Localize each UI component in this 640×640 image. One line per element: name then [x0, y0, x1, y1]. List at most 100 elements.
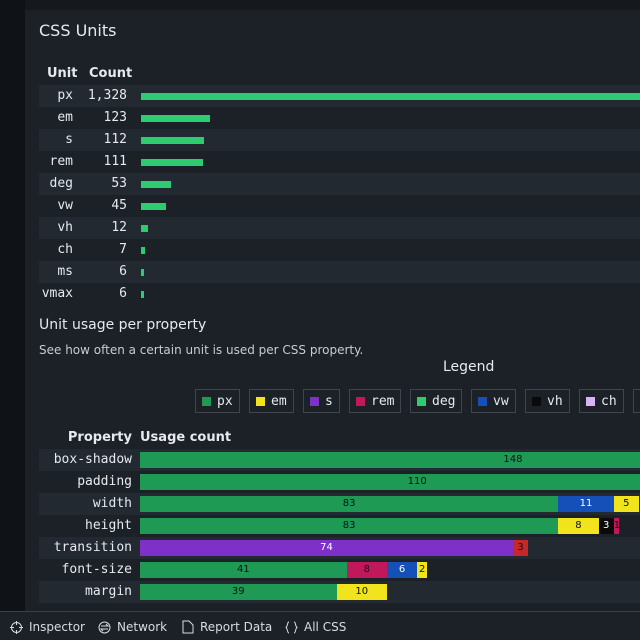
unit-name: em	[57, 110, 73, 125]
count-bar	[141, 247, 145, 254]
section-title: Unit usage per property	[39, 317, 207, 333]
row-background	[39, 129, 640, 151]
usage-segment	[140, 474, 640, 490]
segment-label: 5	[623, 498, 630, 509]
usage-segment	[140, 496, 559, 512]
section-description: See how often a certain unit is used per…	[39, 343, 364, 357]
segment-label: 2	[419, 564, 426, 575]
legend-item: ch	[579, 389, 624, 413]
legend-swatch	[256, 396, 265, 406]
unit-count: 112	[103, 132, 127, 147]
legend-swatch	[586, 396, 595, 406]
unit-name: ms	[57, 264, 73, 279]
legend-item: rem	[349, 389, 402, 413]
panel	[25, 10, 640, 640]
usage-segment	[336, 584, 387, 600]
usage-segment	[613, 496, 639, 512]
usage-segment	[140, 540, 513, 556]
segment-label: 148	[503, 454, 523, 465]
segment-label: 3	[602, 520, 610, 531]
legend-title: Legend	[443, 359, 495, 375]
tab-label: Network	[117, 620, 168, 634]
legend-label: rem	[371, 393, 395, 409]
count-bar	[141, 225, 148, 232]
usage-segment	[558, 518, 599, 534]
legend-swatch	[310, 396, 319, 406]
property-name: transition	[53, 540, 132, 555]
legend-item: px	[195, 389, 240, 413]
legend-item: s	[303, 389, 340, 413]
legend-swatch	[532, 396, 541, 406]
property-name: height	[85, 518, 132, 533]
sidebar	[0, 0, 25, 640]
unit-count: 53	[111, 176, 127, 191]
tab-report[interactable]: Report Data	[182, 620, 272, 634]
count-bar	[141, 137, 204, 144]
usage-segment	[558, 496, 614, 512]
segment-label: 74	[320, 542, 333, 553]
unit-name: vmax	[41, 286, 73, 301]
count-bar	[141, 93, 640, 100]
usage-segment	[598, 518, 614, 534]
segment-label: 11	[579, 498, 593, 509]
usage-segment	[140, 518, 559, 534]
usage-segment	[417, 562, 428, 578]
usage-segment	[140, 584, 337, 600]
unit-name: s	[65, 132, 73, 147]
count-bar	[141, 203, 167, 210]
legend-label: em	[271, 393, 287, 409]
unit-name: px	[57, 88, 73, 103]
count-bar	[141, 115, 211, 122]
legend-swatch	[202, 396, 211, 406]
unit-count: 1,328	[87, 88, 127, 103]
toolbar: Inspector Network Report Data All CSS	[0, 611, 640, 640]
column-header: Usage count	[140, 430, 232, 445]
usage-segment	[140, 452, 640, 468]
usage-segment	[346, 562, 387, 578]
legend-label: s	[325, 393, 333, 409]
legend-label: vw	[493, 393, 509, 409]
unit-count: 6	[119, 264, 127, 279]
tab-inspector[interactable]: Inspector	[10, 620, 85, 634]
tab-label: Inspector	[29, 620, 85, 634]
segment-label: 83	[342, 498, 356, 509]
property-name: margin	[85, 584, 132, 599]
count-bar	[141, 269, 145, 276]
tab-label: Report Data	[200, 620, 273, 634]
segment-label: 41	[236, 564, 250, 575]
segment-label: 10	[355, 586, 369, 597]
unit-name: rem	[49, 154, 73, 169]
unit-name: ch	[57, 242, 73, 257]
count-bar	[141, 159, 204, 166]
tab-network[interactable]: Network	[98, 620, 167, 634]
column-header: Count	[89, 66, 133, 81]
segment-label: 8	[363, 564, 370, 575]
legend-item: vh	[525, 389, 570, 413]
unit-count: 45	[111, 198, 127, 213]
count-bar	[141, 181, 171, 188]
column-header: Unit	[47, 66, 78, 81]
segment-label: 110	[407, 476, 427, 487]
legend-label: deg	[432, 393, 456, 409]
segment-label: 8	[575, 520, 582, 531]
legend-item: ms	[633, 389, 640, 413]
segment-label: 6	[398, 564, 406, 575]
property-name: width	[92, 496, 132, 511]
unit-count: 123	[103, 110, 127, 125]
segment-label: 3	[517, 542, 524, 553]
column-header: Property	[67, 430, 132, 445]
usage-segment	[613, 518, 619, 534]
count-bar	[141, 291, 145, 298]
unit-name: vw	[57, 198, 73, 213]
usage-segment	[140, 562, 347, 578]
usage-segment	[512, 540, 529, 556]
unit-name: deg	[49, 176, 73, 191]
segment-label: 39	[231, 586, 245, 597]
segment-label: 83	[342, 520, 356, 531]
legend-label: vh	[547, 393, 563, 409]
tab-all-css[interactable]: All CSS	[285, 620, 346, 634]
unit-count: 6	[119, 286, 127, 301]
usage-segment	[386, 562, 418, 578]
row-background	[39, 173, 640, 195]
panel-title: CSS Units	[39, 21, 117, 40]
